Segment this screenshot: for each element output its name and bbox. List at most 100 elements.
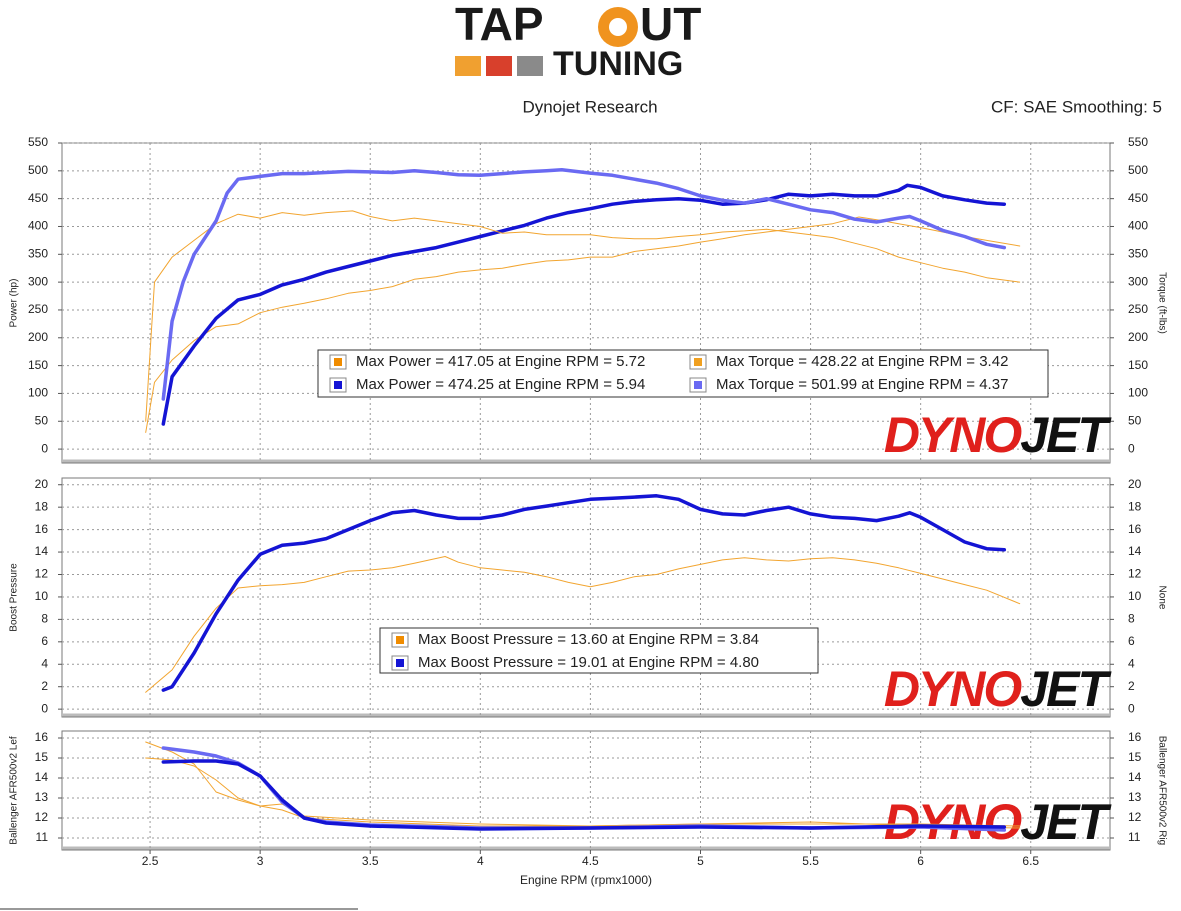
y2-tick-label: 450 (1128, 191, 1148, 205)
legend-label: Max Power = 474.25 at Engine RPM = 5.94 (356, 376, 645, 393)
y2-tick-label: 6 (1128, 634, 1135, 648)
y-tick-label: 250 (28, 302, 48, 316)
y2-tick-label: 50 (1128, 413, 1142, 427)
logo-block (517, 56, 543, 76)
legend-label: Max Boost Pressure = 19.01 at Engine RPM… (418, 654, 759, 671)
y-tick-label: 4 (41, 656, 48, 670)
y-tick-label: 20 (35, 477, 49, 491)
legend-swatch-fill (396, 636, 404, 644)
series-line (161, 494, 1007, 692)
y2-tick-label: 16 (1128, 522, 1142, 536)
y2-tick-label: 0 (1128, 441, 1135, 455)
x-axis-title: Engine RPM (rpmx1000) (520, 873, 652, 887)
y-tick-label: 8 (41, 612, 48, 626)
y2-tick-label: 15 (1128, 750, 1142, 764)
x-tick-label: 6 (917, 854, 924, 868)
y-tick-label: 200 (28, 330, 48, 344)
x-tick-label: 5 (697, 854, 704, 868)
legend-box (379, 627, 819, 674)
settings-text: CF: SAE Smoothing: 5 (991, 97, 1162, 116)
legend: Max Boost Pressure = 13.60 at Engine RPM… (379, 627, 819, 674)
plot-area (61, 477, 1111, 718)
x-tick-label: 4 (477, 854, 484, 868)
y2-tick-label: 20 (1128, 477, 1142, 491)
y2-axis-title: Torque (ft-lbs) (1156, 272, 1167, 334)
y2-tick-label: 350 (1128, 246, 1148, 260)
plot-area (61, 142, 1111, 464)
legend-box (317, 349, 1049, 398)
series-line (161, 167, 1007, 401)
y2-tick-label: 400 (1128, 219, 1148, 233)
y2-tick-label: 11 (1128, 830, 1141, 844)
legend-swatch-fill (694, 381, 702, 389)
y-tick-label: 12 (35, 810, 49, 824)
y2-tick-label: 12 (1128, 567, 1142, 581)
legend: Max Power = 417.05 at Engine RPM = 5.72 M… (317, 349, 1049, 398)
x-tick-label: 5.5 (802, 854, 819, 868)
y2-axis-title: Ballenger AFR500v2 Rig (1156, 736, 1167, 846)
y2-tick-label: 12 (1128, 810, 1142, 824)
y2-tick-label: 550 (1128, 135, 1148, 149)
x-tick-label: 6.5 (1022, 854, 1039, 868)
y-tick-label: 13 (35, 790, 49, 804)
y-tick-label: 15 (35, 750, 49, 764)
y-tick-label: 0 (41, 441, 48, 455)
watermark-part: JET (1020, 794, 1112, 850)
legend-label: Max Power = 417.05 at Engine RPM = 5.72 (356, 353, 645, 370)
y-tick-label: 14 (35, 544, 49, 558)
series-line (145, 210, 1021, 422)
y-tick-label: 100 (28, 386, 48, 400)
watermark-part: DYNO (884, 794, 1023, 850)
y-tick-label: 14 (35, 770, 49, 784)
y2-tick-label: 200 (1128, 330, 1148, 344)
subtitle: Dynojet Research (522, 97, 657, 116)
y-tick-label: 50 (35, 413, 49, 427)
logo: TAP UT TUNING (455, 0, 701, 83)
y2-tick-label: 8 (1128, 612, 1135, 626)
y2-tick-label: 14 (1128, 544, 1142, 558)
y2-tick-label: 4 (1128, 656, 1135, 670)
y-tick-label: 400 (28, 219, 48, 233)
y-tick-label: 11 (36, 830, 49, 844)
legend-swatch-fill (334, 358, 342, 366)
y-tick-label: 350 (28, 246, 48, 260)
y-tick-label: 16 (35, 730, 49, 744)
logo-word: UT (640, 0, 701, 50)
y-tick-label: 6 (41, 634, 48, 648)
legend-swatch-fill (396, 659, 404, 667)
y-tick-label: 18 (35, 499, 49, 513)
y-tick-label: 300 (28, 274, 48, 288)
series-line (161, 759, 1007, 831)
logo-block (455, 56, 481, 76)
x-tick-label: 4.5 (582, 854, 599, 868)
logo-word: TUNING (553, 45, 683, 83)
watermark: DYNOJET (884, 661, 1113, 717)
x-tick-label: 3 (257, 854, 264, 868)
y-tick-label: 450 (28, 191, 48, 205)
legend-swatch-fill (694, 358, 702, 366)
y-axis-title: Power (hp) (9, 279, 20, 328)
y-tick-label: 500 (28, 163, 48, 177)
logo-block (486, 56, 512, 76)
y-tick-label: 2 (41, 679, 48, 693)
y2-tick-label: 18 (1128, 499, 1142, 513)
watermark-part: DYNO (884, 661, 1023, 717)
logo-turbo-core (609, 18, 627, 36)
legend-label: Max Torque = 501.99 at Engine RPM = 4.37 (716, 376, 1008, 393)
legend-swatch-fill (334, 381, 342, 389)
y2-tick-label: 14 (1128, 770, 1142, 784)
y-tick-label: 12 (35, 567, 49, 581)
x-tick-label: 3.5 (362, 854, 379, 868)
y-axis-title: Ballenger AFR500v2 Lef (9, 736, 20, 845)
series-line (145, 216, 1021, 433)
y2-tick-label: 0 (1128, 701, 1135, 715)
x-tick-label: 2.5 (142, 854, 159, 868)
y2-tick-label: 2 (1128, 679, 1135, 693)
y2-tick-label: 100 (1128, 386, 1148, 400)
watermark-part: DYNO (884, 407, 1023, 463)
watermark-part: JET (1020, 661, 1112, 717)
y-tick-label: 0 (41, 701, 48, 715)
y2-tick-label: 300 (1128, 274, 1148, 288)
y-tick-label: 16 (35, 522, 49, 536)
